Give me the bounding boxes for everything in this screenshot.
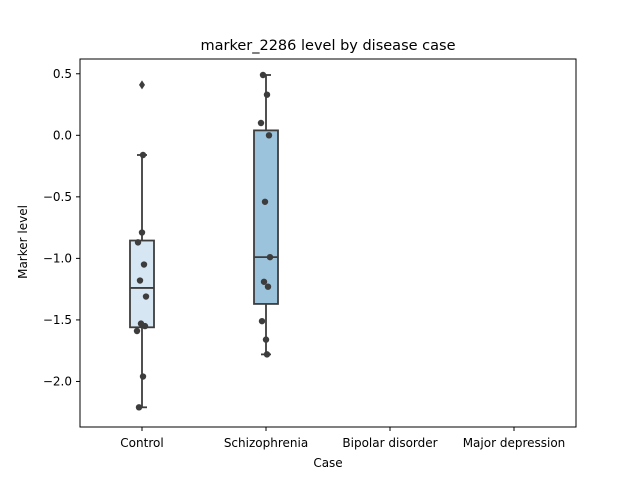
data-point [257,119,265,127]
data-point [258,317,266,325]
x-tick-label: Bipolar disorder [342,436,437,450]
y-tick-label: 0.0 [53,128,72,142]
data-point [135,404,143,411]
box-iqr [129,239,155,329]
data-point [138,229,146,236]
y-tick-label: 0.5 [53,67,72,81]
data-point [139,373,147,380]
box-iqr [253,129,279,305]
y-axis-label: Marker level [16,205,30,279]
y-tick-label: −1.5 [43,313,72,327]
x-tick-label: Schizophrenia [224,436,308,450]
data-point [136,277,144,284]
box-group [129,80,155,411]
y-tick-label: −2.0 [43,374,72,388]
data-point [262,336,270,343]
data-point [139,151,147,159]
box-group [253,71,279,358]
y-tick-label: −0.5 [43,190,72,204]
y-tick-label: −1.0 [43,251,72,265]
x-axis-label: Case [313,456,342,470]
data-point [142,293,150,300]
plot-area: 0.5 0.0 −0.5 −1.0 −1.5 −2.0 Control Schizophren… [43,58,577,450]
x-tick-label: Control [120,436,163,450]
data-point [260,278,268,285]
data-point [263,91,271,98]
data-point [264,283,272,290]
axes-frame [79,58,577,428]
data-point [137,320,145,327]
x-tick-label: Major depression [463,436,566,450]
data-point [134,239,142,246]
data-point [261,198,269,205]
outlier-marker [139,80,145,90]
data-point [263,351,271,358]
data-point [140,261,148,268]
data-point [266,253,274,261]
data-point [133,327,141,335]
chart-title: marker_2286 level by disease case [201,38,456,54]
data-point [259,71,267,79]
data-point [265,132,273,139]
